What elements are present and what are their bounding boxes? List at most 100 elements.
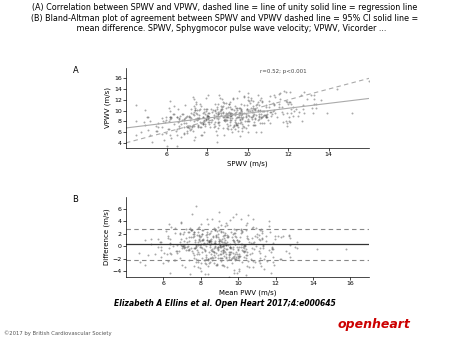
Point	[243, 113, 250, 118]
Point	[238, 230, 245, 235]
Point	[279, 120, 286, 125]
Point	[227, 113, 234, 119]
Point	[205, 238, 212, 244]
Point	[232, 249, 239, 254]
Point	[242, 119, 249, 124]
Point	[238, 226, 245, 232]
Point	[222, 111, 230, 116]
Point	[155, 244, 162, 249]
Point	[254, 107, 261, 113]
Point	[240, 255, 247, 260]
Point	[168, 115, 175, 120]
Text: A: A	[72, 66, 78, 75]
Point	[268, 270, 275, 275]
Point	[186, 128, 194, 133]
Point	[171, 257, 179, 263]
Point	[144, 114, 152, 120]
Point	[211, 119, 218, 124]
Point	[234, 244, 241, 250]
Point	[181, 265, 189, 270]
Point	[234, 122, 241, 128]
Point	[299, 118, 306, 124]
Point	[249, 114, 256, 119]
Point	[196, 124, 203, 129]
Point	[215, 101, 222, 107]
Point	[196, 107, 203, 113]
Point	[250, 106, 257, 111]
Point	[226, 111, 234, 117]
Point	[190, 118, 198, 124]
Point	[199, 114, 207, 120]
Point	[225, 242, 232, 247]
Point	[217, 222, 225, 227]
Point	[301, 89, 308, 94]
Point	[212, 238, 219, 243]
Point	[292, 106, 299, 111]
Point	[213, 106, 220, 112]
Point	[248, 114, 256, 120]
Point	[227, 250, 234, 255]
Point	[279, 112, 286, 117]
Point	[267, 249, 274, 254]
Point	[205, 232, 212, 237]
Point	[225, 234, 232, 240]
Point	[190, 245, 198, 251]
Point	[243, 236, 251, 241]
Point	[224, 113, 231, 118]
Point	[178, 118, 185, 123]
Point	[198, 120, 205, 125]
Point	[194, 123, 202, 128]
Point	[267, 114, 274, 119]
Point	[285, 100, 292, 105]
Point	[234, 247, 242, 252]
Point	[271, 236, 279, 241]
Point	[209, 257, 216, 262]
Point	[224, 110, 231, 116]
Point	[310, 110, 317, 116]
Point	[190, 123, 198, 128]
Point	[227, 251, 234, 257]
Point	[283, 118, 290, 123]
Point	[255, 102, 262, 108]
Point	[212, 251, 220, 256]
Point	[237, 244, 244, 250]
Point	[244, 116, 251, 122]
Point	[189, 122, 197, 128]
Point	[259, 236, 266, 242]
Point	[201, 111, 208, 117]
Point	[210, 260, 217, 265]
Point	[253, 101, 261, 107]
Point	[256, 261, 263, 266]
Point	[158, 131, 166, 137]
Point	[212, 232, 219, 238]
Point	[184, 244, 191, 249]
Point	[223, 121, 230, 126]
Y-axis label: VPWV (m/s): VPWV (m/s)	[105, 88, 111, 128]
Point	[196, 235, 203, 240]
Point	[231, 103, 239, 108]
Point	[217, 111, 224, 116]
Point	[205, 116, 212, 121]
Point	[157, 247, 164, 253]
Point	[237, 111, 244, 116]
Point	[174, 249, 181, 254]
Point	[237, 111, 244, 116]
Point	[205, 249, 212, 255]
Point	[212, 114, 220, 119]
Point	[142, 122, 149, 128]
Point	[196, 120, 203, 125]
Point	[189, 124, 196, 130]
Point	[237, 234, 244, 240]
Point	[195, 264, 202, 269]
Point	[199, 237, 206, 243]
Point	[229, 232, 236, 237]
Point	[188, 228, 195, 233]
Point	[170, 121, 177, 126]
Text: ©2017 by British Cardiovascular Society: ©2017 by British Cardiovascular Society	[4, 331, 112, 336]
Point	[164, 126, 171, 131]
Point	[234, 121, 241, 126]
Point	[221, 113, 229, 118]
Point	[219, 126, 226, 131]
Point	[212, 235, 219, 240]
Point	[212, 244, 219, 249]
